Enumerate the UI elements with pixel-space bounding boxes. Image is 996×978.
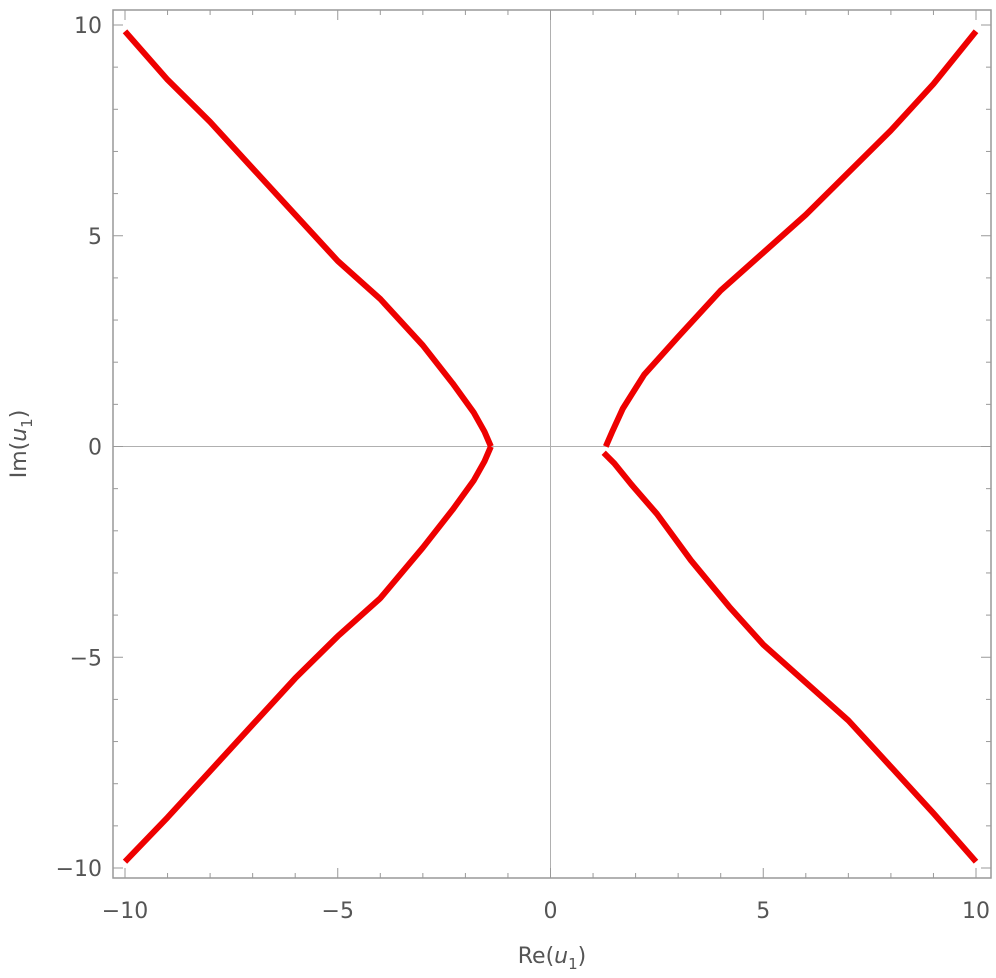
curve-branch-1 bbox=[122, 29, 494, 448]
y-tick-label: −10 bbox=[56, 857, 102, 882]
x-axis-label: Re(u1) bbox=[518, 944, 587, 973]
x-tick-label: 10 bbox=[962, 899, 990, 924]
y-tick-label: 5 bbox=[88, 225, 102, 250]
y-tick-label: 0 bbox=[88, 436, 102, 461]
axes-through-origin bbox=[113, 10, 991, 878]
curve-series bbox=[122, 29, 979, 864]
y-tick-label: 10 bbox=[74, 14, 102, 39]
plot-frame bbox=[112, 9, 992, 879]
y-tick-label: −5 bbox=[70, 646, 102, 671]
tick-marks bbox=[113, 10, 991, 878]
y-axis-label: Im(u1) bbox=[7, 410, 36, 479]
x-tick-label: 0 bbox=[544, 899, 558, 924]
x-tick-label: 5 bbox=[756, 899, 770, 924]
curve-branch-2 bbox=[122, 445, 494, 864]
tick-labels: −10 −5 0 5 10 10 5 0 −5 −10 bbox=[56, 14, 990, 924]
curve-branch-3 bbox=[603, 29, 979, 448]
x-tick-label: −10 bbox=[102, 899, 148, 924]
curve-branch-4 bbox=[601, 450, 979, 864]
x-tick-label: −5 bbox=[322, 899, 354, 924]
